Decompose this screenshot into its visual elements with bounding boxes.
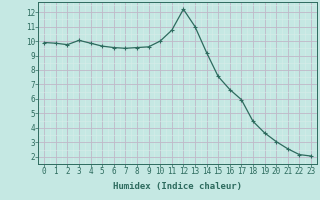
X-axis label: Humidex (Indice chaleur): Humidex (Indice chaleur) (113, 182, 242, 191)
